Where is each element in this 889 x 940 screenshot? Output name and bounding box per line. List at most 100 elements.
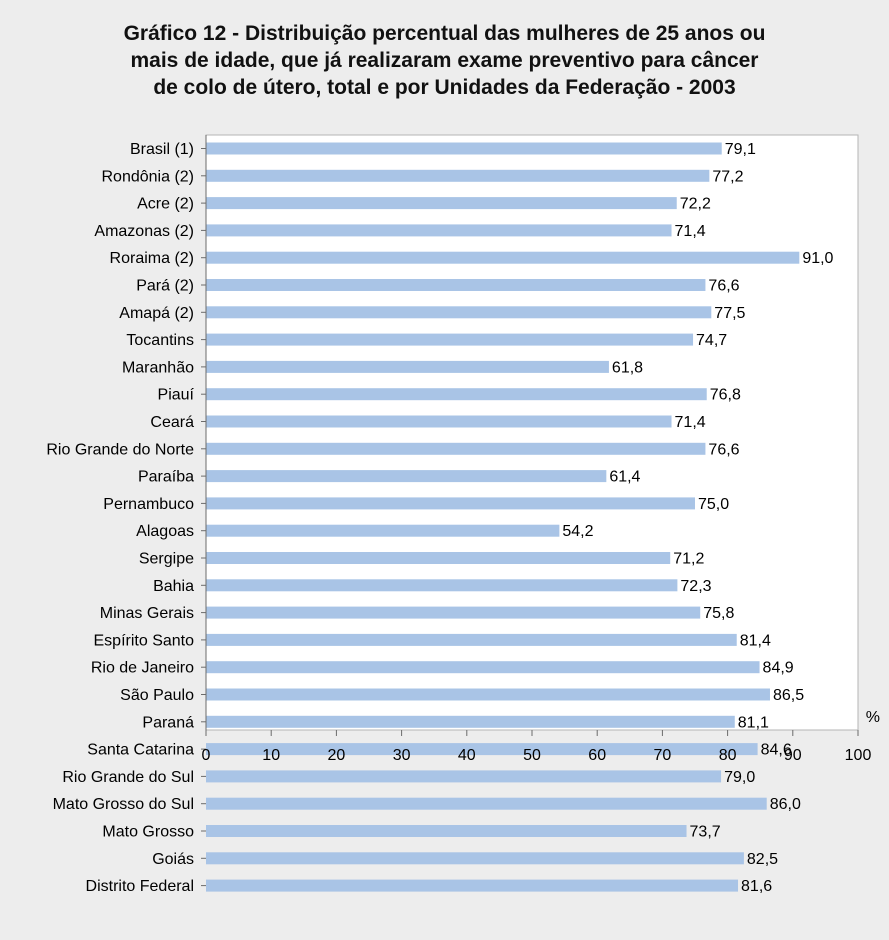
bar: [206, 388, 707, 401]
bar: [206, 333, 694, 346]
bar: [206, 415, 672, 428]
value-label: 81,1: [738, 714, 769, 731]
chart-title-line-2: mais de idade, que já realizaram exame p…: [130, 49, 759, 72]
bar: [206, 279, 706, 291]
category-label: Maranhão: [122, 359, 194, 376]
category-label: Brasil (1): [130, 141, 194, 158]
bar: [206, 169, 710, 182]
value-label: 75,0: [698, 496, 729, 513]
bar: [206, 879, 739, 892]
category-label: Santa Catarina: [87, 742, 194, 759]
x-tick-label: 20: [328, 747, 346, 764]
bar: [206, 579, 678, 592]
value-label: 86,0: [770, 796, 801, 813]
category-label: Amapá (2): [119, 305, 194, 322]
category-label: Espírito Santo: [94, 632, 195, 649]
bar: [206, 442, 706, 455]
category-label: Rio Grande do Norte: [46, 441, 194, 458]
category-label: Paraíba: [138, 469, 194, 486]
value-label: 72,3: [680, 578, 711, 595]
x-tick-label: 10: [262, 747, 280, 764]
category-label: Acre (2): [137, 196, 194, 213]
category-label: São Paulo: [120, 687, 194, 704]
bar: [206, 552, 671, 564]
category-label: Sergipe: [139, 551, 194, 568]
bar: [206, 306, 712, 319]
value-label: 75,8: [703, 605, 734, 622]
bar: [206, 715, 735, 728]
bar: [206, 224, 672, 237]
category-label: Goiás: [152, 851, 194, 868]
value-label: 61,4: [609, 469, 640, 486]
category-label: Rio de Janeiro: [91, 660, 194, 677]
value-label: 77,2: [712, 168, 743, 185]
category-label: Pernambuco: [103, 496, 194, 513]
category-label: Bahia: [153, 578, 194, 595]
value-label: 76,6: [708, 441, 739, 458]
x-tick-label: 90: [784, 747, 802, 764]
chart-title-line-3: de colo de útero, total e por Unidades d…: [153, 76, 736, 99]
category-label: Piauí: [158, 387, 195, 404]
value-label: 77,5: [714, 305, 745, 322]
category-label: Ceará: [150, 414, 194, 431]
value-label: 73,7: [690, 824, 721, 841]
value-label: 74,7: [696, 332, 727, 349]
category-label: Mato Grosso do Sul: [53, 796, 194, 813]
category-label: Alagoas: [136, 523, 194, 540]
bar: [206, 661, 760, 674]
value-label: 91,0: [802, 250, 833, 267]
bar: [206, 606, 701, 619]
x-tick-label: 40: [458, 747, 476, 764]
bar: [206, 688, 770, 701]
value-label: 71,4: [675, 223, 706, 240]
bar: [206, 142, 722, 155]
bar: [206, 497, 695, 510]
category-label: Pará (2): [136, 278, 194, 295]
category-label: Rio Grande do Sul: [62, 769, 194, 786]
value-label: 71,2: [673, 551, 704, 568]
bar: [206, 360, 609, 373]
category-label: Amazonas (2): [94, 223, 194, 240]
x-tick-label: 50: [523, 747, 541, 764]
chart-title: Gráfico 12 - Distribuição percentual das…: [40, 20, 849, 101]
bar: [206, 825, 687, 837]
value-label: 54,2: [562, 523, 593, 540]
x-tick-label: 0: [202, 747, 211, 764]
category-label: Distrito Federal: [86, 878, 194, 895]
bar: [206, 524, 560, 537]
value-label: 79,0: [724, 769, 755, 786]
category-label: Mato Grosso: [102, 824, 194, 841]
x-tick-label: 100: [845, 747, 872, 764]
value-label: 84,9: [763, 660, 794, 677]
value-label: 61,8: [612, 359, 643, 376]
category-label: Paraná: [142, 714, 194, 731]
category-label: Rondônia (2): [102, 168, 195, 185]
value-label: 82,5: [747, 851, 778, 868]
bar: [206, 797, 767, 810]
value-label: 71,4: [675, 414, 706, 431]
value-label: 76,6: [708, 278, 739, 295]
x-tick-label: 60: [588, 747, 606, 764]
unit-label: %: [866, 709, 880, 726]
value-label: 84,6: [761, 742, 792, 759]
value-label: 79,1: [725, 141, 756, 158]
bar: [206, 251, 800, 264]
value-label: 81,4: [740, 632, 771, 649]
value-label: 81,6: [741, 878, 772, 895]
value-label: 72,2: [680, 196, 711, 213]
bar: [206, 743, 758, 756]
bar: [206, 633, 737, 646]
bar: [206, 852, 744, 865]
x-tick-label: 80: [719, 747, 737, 764]
category-label: Roraima (2): [110, 250, 194, 267]
category-label: Tocantins: [126, 332, 194, 349]
bar: [206, 197, 677, 210]
x-tick-label: 70: [654, 747, 672, 764]
bar: [206, 470, 607, 483]
x-tick-label: 30: [393, 747, 411, 764]
bar: [206, 770, 722, 783]
value-label: 86,5: [773, 687, 804, 704]
value-label: 76,8: [710, 387, 741, 404]
category-label: Minas Gerais: [100, 605, 194, 622]
